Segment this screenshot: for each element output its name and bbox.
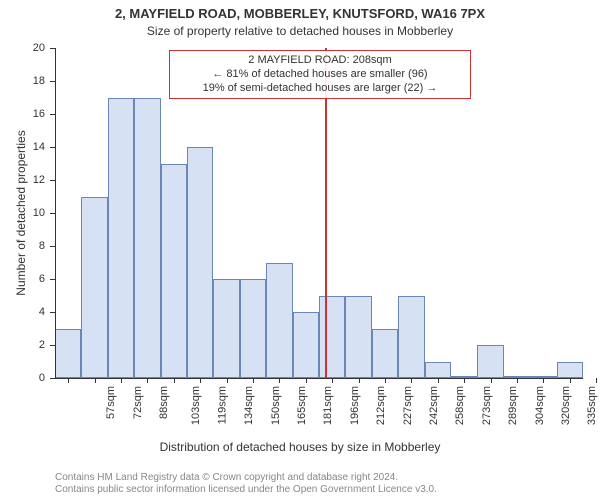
x-tick-mark	[596, 378, 597, 383]
y-tick-mark	[50, 246, 55, 247]
x-tick-mark	[227, 378, 228, 383]
x-tick-mark	[332, 378, 333, 383]
y-tick-mark	[50, 345, 55, 346]
x-tick-mark	[306, 378, 307, 383]
x-tick-label: 134sqm	[243, 386, 255, 425]
x-tick-mark	[464, 378, 465, 383]
footer-line-2: Contains public sector information licen…	[55, 484, 437, 496]
annotation-line-3: 19% of semi-detached houses are larger (…	[176, 82, 464, 96]
histogram-bar	[213, 279, 239, 378]
x-tick-mark	[411, 378, 412, 383]
x-tick-label: 181sqm	[323, 386, 335, 425]
x-tick-mark	[121, 378, 122, 383]
chart-title: 2, MAYFIELD ROAD, MOBBERLEY, KNUTSFORD, …	[0, 6, 600, 21]
y-tick-label: 14	[0, 141, 45, 153]
plot-area: 2 MAYFIELD ROAD: 208sqm ← 81% of detache…	[55, 48, 583, 378]
histogram-bar	[372, 329, 398, 379]
histogram-bar	[345, 296, 371, 379]
histogram-bar	[319, 296, 345, 379]
histogram-bar	[108, 98, 134, 379]
y-tick-mark	[50, 114, 55, 115]
x-tick-mark	[359, 378, 360, 383]
histogram-bar	[557, 362, 583, 379]
x-tick-label: 273sqm	[481, 386, 493, 425]
x-tick-label: 212sqm	[375, 386, 387, 425]
histogram-bar	[293, 312, 319, 378]
y-tick-label: 20	[0, 42, 45, 54]
x-tick-label: 289sqm	[507, 386, 519, 425]
x-tick-label: 242sqm	[428, 386, 440, 425]
histogram-bar	[187, 147, 213, 378]
x-tick-label: 72sqm	[132, 386, 144, 419]
histogram-bar	[81, 197, 107, 379]
x-tick-label: 196sqm	[349, 386, 361, 425]
x-tick-label: 165sqm	[296, 386, 308, 425]
y-tick-label: 12	[0, 174, 45, 186]
y-tick-label: 16	[0, 108, 45, 120]
histogram-bar	[161, 164, 187, 379]
y-axis-line	[55, 48, 56, 378]
x-tick-mark	[279, 378, 280, 383]
y-tick-mark	[50, 48, 55, 49]
x-tick-mark	[543, 378, 544, 383]
chart-subtitle: Size of property relative to detached ho…	[0, 24, 600, 38]
x-tick-label: 103sqm	[191, 386, 203, 425]
x-axis-line	[55, 378, 583, 379]
y-tick-mark	[50, 213, 55, 214]
annotation-line-1: 2 MAYFIELD ROAD: 208sqm	[176, 54, 464, 68]
histogram-bar	[134, 98, 160, 379]
y-tick-label: 0	[0, 372, 45, 384]
footer-attribution: Contains HM Land Registry data © Crown c…	[55, 472, 437, 496]
y-tick-mark	[50, 312, 55, 313]
y-tick-label: 4	[0, 306, 45, 318]
x-tick-label: 258sqm	[455, 386, 467, 425]
y-tick-mark	[50, 147, 55, 148]
x-tick-mark	[385, 378, 386, 383]
x-tick-mark	[147, 378, 148, 383]
x-tick-label: 335sqm	[587, 386, 599, 425]
histogram-bar	[55, 329, 81, 379]
y-tick-label: 18	[0, 75, 45, 87]
x-tick-label: 119sqm	[216, 386, 228, 424]
x-tick-mark	[200, 378, 201, 383]
x-tick-mark	[174, 378, 175, 383]
y-tick-label: 2	[0, 339, 45, 351]
x-tick-label: 88sqm	[158, 386, 170, 419]
histogram-bar	[477, 345, 503, 378]
y-tick-label: 10	[0, 207, 45, 219]
y-tick-mark	[50, 180, 55, 181]
y-tick-label: 8	[0, 240, 45, 252]
x-tick-mark	[517, 378, 518, 383]
annotation-box: 2 MAYFIELD ROAD: 208sqm ← 81% of detache…	[169, 50, 471, 99]
x-tick-mark	[68, 378, 69, 383]
y-tick-mark	[50, 81, 55, 82]
x-tick-mark	[253, 378, 254, 383]
histogram-bar	[398, 296, 424, 379]
x-tick-label: 150sqm	[270, 386, 282, 425]
histogram-chart: 2, MAYFIELD ROAD, MOBBERLEY, KNUTSFORD, …	[0, 0, 600, 500]
x-tick-mark	[95, 378, 96, 383]
y-tick-label: 6	[0, 273, 45, 285]
annotation-line-2: ← 81% of detached houses are smaller (96…	[176, 68, 464, 82]
x-tick-mark	[438, 378, 439, 383]
x-axis-label: Distribution of detached houses by size …	[0, 440, 600, 454]
x-tick-label: 320sqm	[560, 386, 572, 425]
x-tick-label: 57sqm	[105, 386, 117, 419]
footer-line-1: Contains HM Land Registry data © Crown c…	[55, 472, 437, 484]
x-tick-mark	[491, 378, 492, 383]
y-tick-mark	[50, 378, 55, 379]
x-tick-mark	[570, 378, 571, 383]
histogram-bar	[240, 279, 266, 378]
histogram-bar	[425, 362, 451, 379]
x-tick-label: 304sqm	[534, 386, 546, 425]
y-tick-mark	[50, 279, 55, 280]
x-tick-label: 227sqm	[402, 386, 414, 425]
histogram-bar	[266, 263, 292, 379]
